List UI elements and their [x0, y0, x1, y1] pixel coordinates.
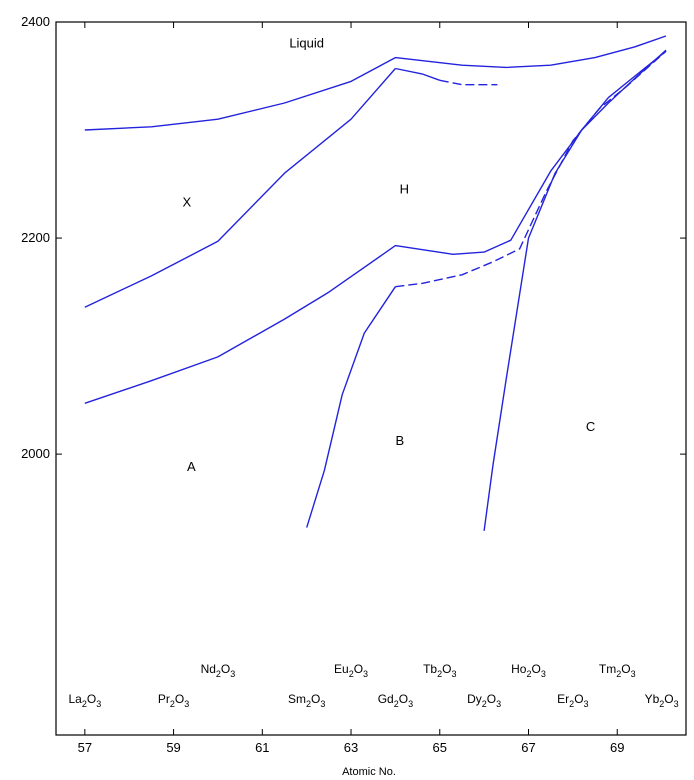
x-tick-label: 63: [344, 740, 358, 755]
x-tick-label: 61: [255, 740, 269, 755]
y-tick-label: 2000: [21, 446, 50, 461]
x-tick-label: 67: [521, 740, 535, 755]
y-tick-label: 2400: [21, 14, 50, 29]
oxide-label-tb: Tb2O3: [423, 662, 456, 679]
y-axis-ticks: 2000 2200 2400: [21, 14, 686, 461]
x-axis-ticks: 57 59 61 63 65 67 69: [78, 22, 624, 755]
x-tick-label: 69: [610, 740, 624, 755]
oxide-label-gd: Gd2O3: [378, 692, 413, 709]
oxide-label-tm: Tm2O3: [599, 662, 636, 679]
oxide-label-ho: Ho2O3: [511, 662, 546, 679]
region-label-x: X: [183, 194, 192, 209]
region-label-liquid: Liquid: [289, 36, 324, 51]
phase-boundary-3: [439, 79, 498, 86]
oxide-label-er: Er2O3: [557, 692, 588, 709]
region-label-c: C: [586, 419, 595, 434]
region-label-b: B: [396, 433, 405, 448]
chart-marks: [84, 35, 667, 531]
phase-boundary-6: [306, 286, 396, 528]
x-axis-title: Atomic No.: [342, 766, 396, 778]
oxide-label-sm: Sm2O3: [288, 692, 325, 709]
phase-boundary-8: [483, 50, 667, 531]
phase-boundary-5: [84, 49, 667, 404]
phase-boundary-2: [395, 67, 441, 81]
oxide-label-pr: Pr2O3: [158, 692, 189, 709]
x-tick-label: 59: [166, 740, 180, 755]
oxide-labels: La2O3 Pr2O3 Nd2O3 Sm2O3 Eu2O3 Gd2O3 Tb2O3 Dy2O3…: [68, 662, 678, 709]
region-label-h: H: [400, 181, 409, 196]
plot-frame: [55, 21, 687, 736]
y-tick-label: 2200: [21, 230, 50, 245]
region-label-a: A: [187, 459, 196, 474]
oxide-label-dy: Dy2O3: [467, 692, 501, 709]
oxide-label-la: La2O3: [68, 692, 101, 709]
region-labels: Liquid X H B C A: [183, 36, 596, 474]
oxide-label-eu: Eu2O3: [334, 662, 368, 679]
phase-boundary-7: [395, 50, 667, 288]
phase-boundary-1: [84, 35, 667, 131]
oxide-label-nd: Nd2O3: [201, 662, 236, 679]
x-tick-label: 57: [78, 740, 92, 755]
phase-boundary-4: [84, 68, 396, 308]
oxide-label-yb: Yb2O3: [645, 692, 679, 709]
x-tick-label: 65: [433, 740, 447, 755]
